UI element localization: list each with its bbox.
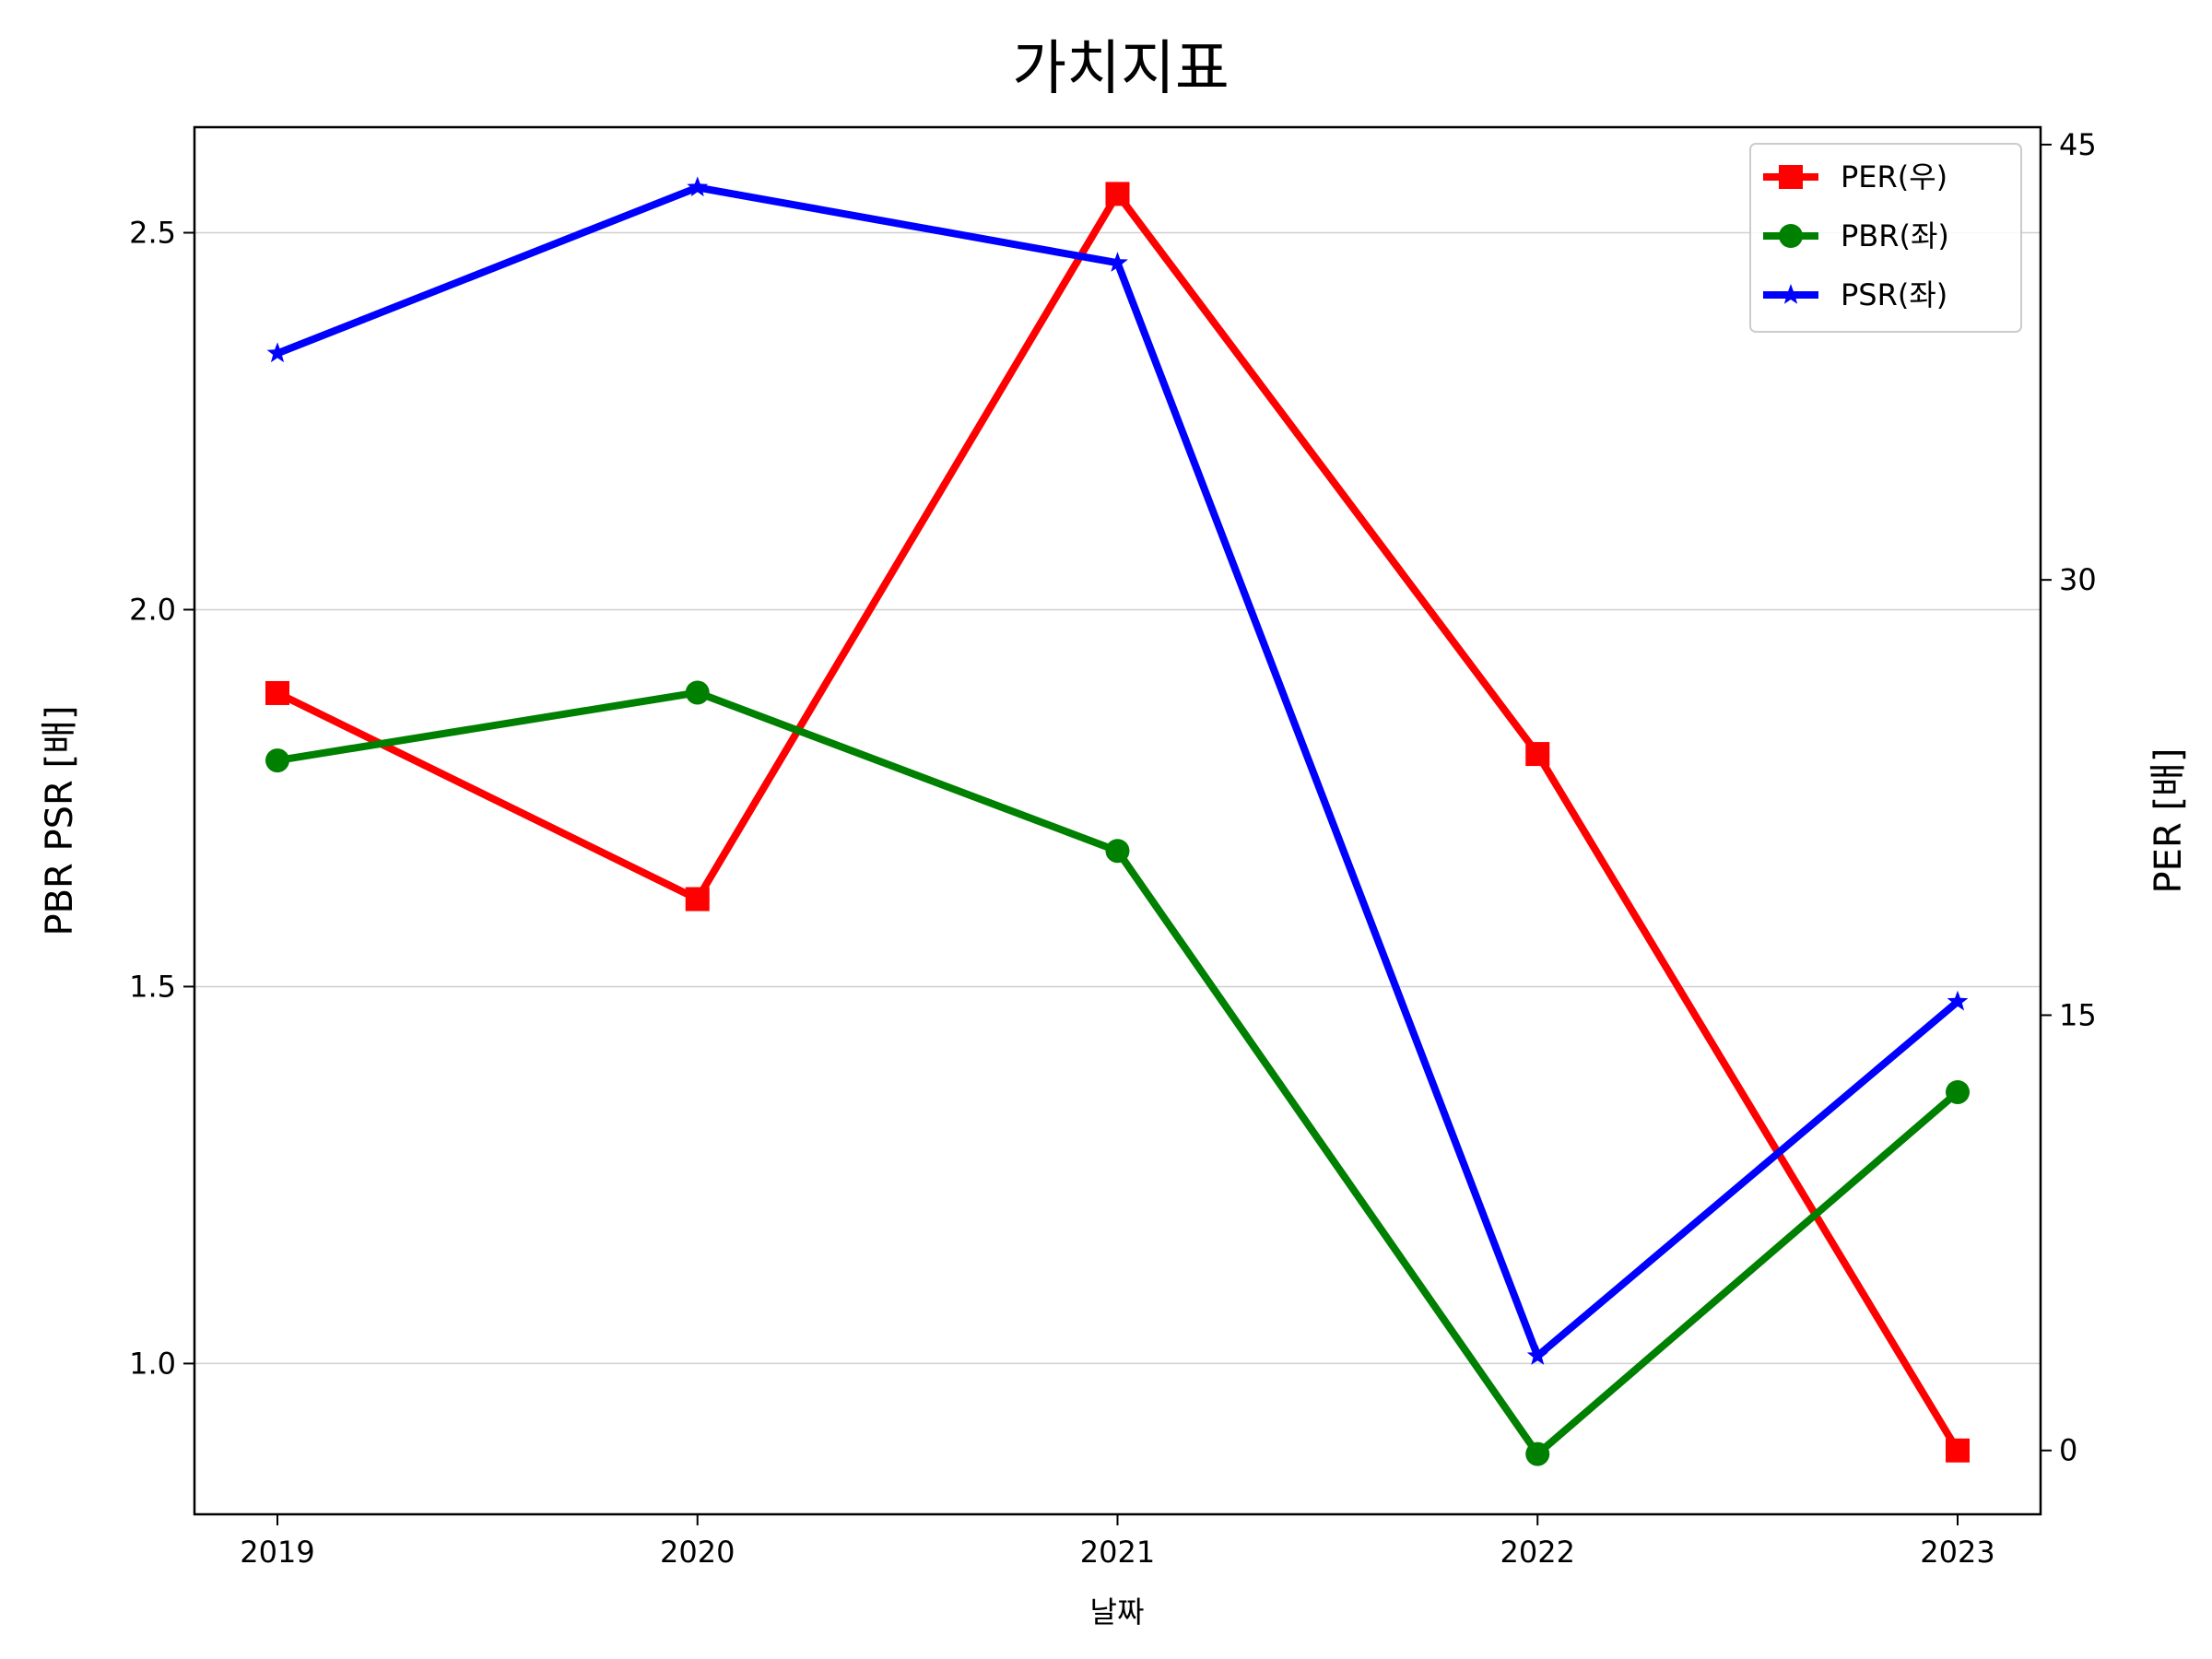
y-axis-right-label: PER [배] — [2147, 748, 2190, 894]
series-square — [265, 182, 1970, 1463]
data-point — [1946, 1079, 1970, 1104]
y-left-tick-label: 2.0 — [129, 592, 176, 627]
legend-entry: PBR(좌) — [1763, 218, 1949, 253]
x-tick-label: 2023 — [1920, 1535, 1994, 1570]
legend-marker — [1779, 224, 1803, 248]
grid — [194, 231, 2041, 1365]
y-right-tick-label: 0 — [2059, 1433, 2077, 1468]
series-star — [266, 176, 1969, 1365]
legend-label: PSR(좌) — [1841, 277, 1947, 312]
series-layer — [265, 176, 1970, 1466]
data-point — [685, 887, 710, 912]
data-point — [685, 680, 710, 705]
data-point — [1105, 839, 1130, 864]
data-point — [265, 680, 289, 705]
axes: 2019 2020 2021 2022 2023 1.0 1.5 2.0 2.5 0 15 30 45 — [129, 127, 2097, 1570]
legend-box — [1749, 143, 2022, 333]
legend-marker — [1779, 165, 1803, 189]
x-tick-label: 2020 — [660, 1535, 735, 1570]
series-circle — [265, 680, 1970, 1466]
data-point — [265, 748, 289, 773]
y-left-tick-label: 2.5 — [129, 216, 176, 251]
data-point — [266, 342, 288, 363]
data-point — [1525, 742, 1550, 767]
data-point — [1946, 1438, 1970, 1463]
chart-title: 가치지표 — [1012, 35, 1230, 103]
data-point — [687, 176, 709, 197]
y-right-tick-label: 15 — [2059, 997, 2097, 1032]
y-left-tick-label: 1.5 — [129, 969, 176, 1004]
x-tick-label: 2022 — [1500, 1535, 1575, 1570]
legend: PER(우) PBR(좌) PSR(좌) — [1749, 143, 2022, 333]
x-axis-label: 날짜 — [1090, 1594, 1145, 1630]
data-point — [1947, 990, 1969, 1011]
legend-entry: PSR(좌) — [1763, 277, 1947, 312]
y-left-tick-label: 1.0 — [129, 1346, 176, 1381]
y-right-tick-label: 30 — [2059, 562, 2097, 597]
x-tick-label: 2019 — [240, 1535, 314, 1570]
plot-frame — [193, 125, 2042, 1516]
series-line — [276, 688, 1960, 1458]
legend-entry: PER(우) — [1763, 159, 1947, 194]
data-point — [1525, 1441, 1550, 1466]
y-axis-left-label: PBR PSR [배] — [39, 705, 81, 935]
data-point — [1105, 182, 1130, 206]
legend-label: PBR(좌) — [1841, 218, 1949, 253]
data-point — [1107, 252, 1128, 272]
legend-label: PER(우) — [1841, 159, 1947, 194]
data-point — [1526, 1345, 1548, 1365]
series-line — [276, 183, 1960, 1360]
y-right-tick-label: 45 — [2059, 127, 2097, 162]
legend-marker — [1780, 284, 1802, 304]
series-line — [276, 190, 1961, 1453]
x-tick-label: 2021 — [1080, 1535, 1155, 1570]
